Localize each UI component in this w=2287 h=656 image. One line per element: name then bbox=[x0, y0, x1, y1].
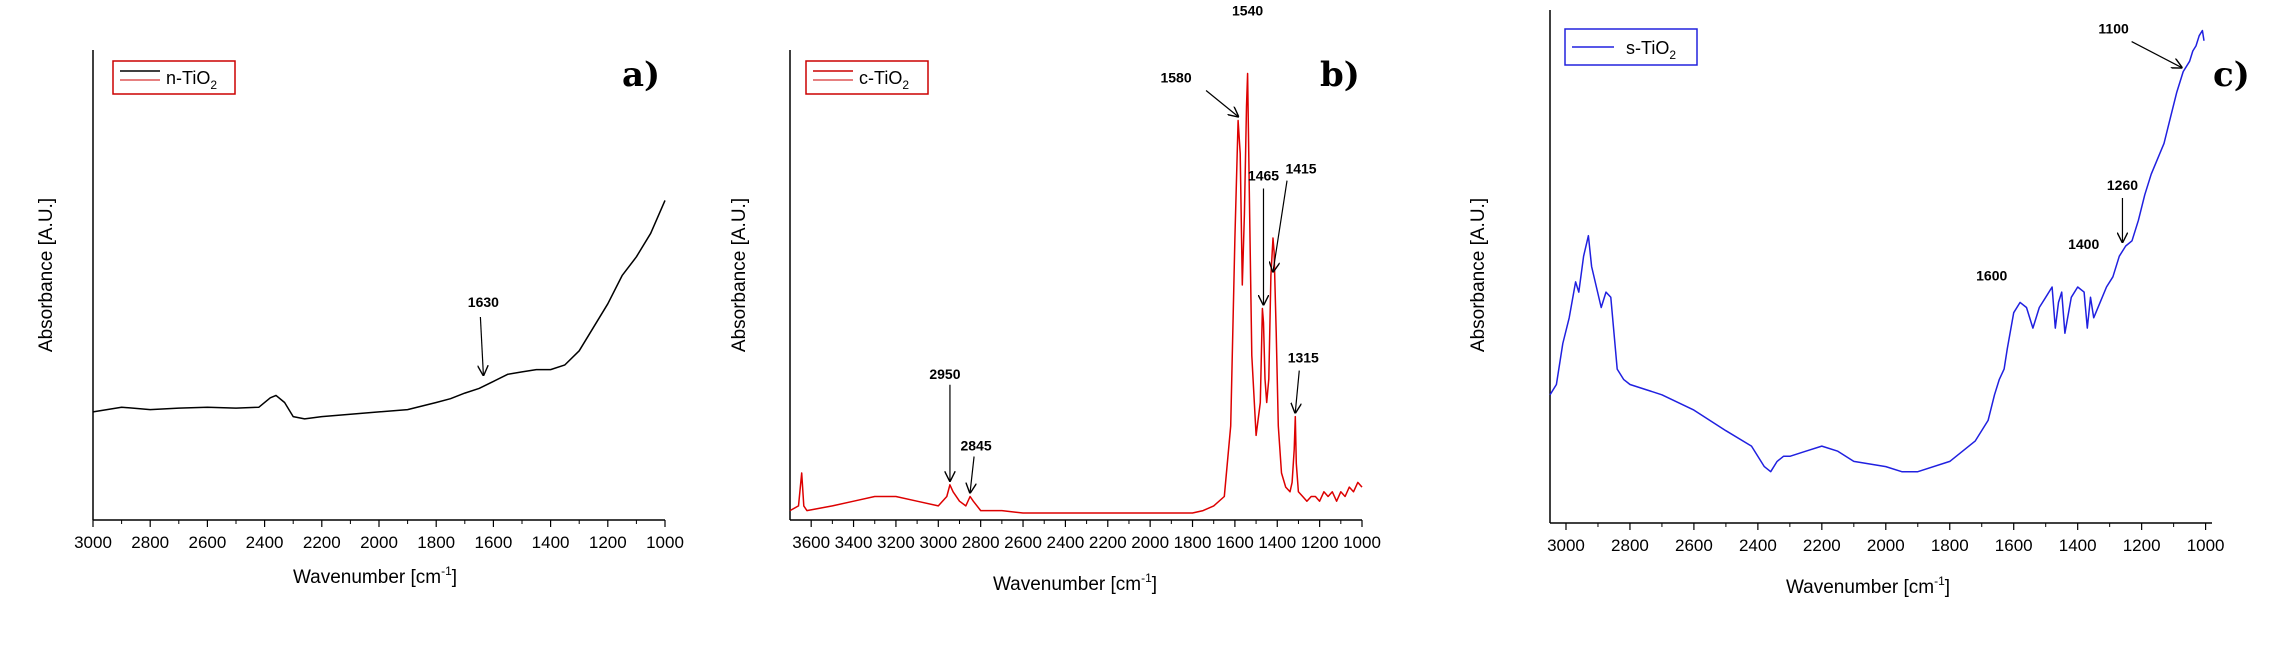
peak-annotation: 1400 bbox=[2068, 236, 2099, 252]
x-tick-label: 2800 bbox=[131, 533, 169, 552]
x-tick-label: 2200 bbox=[1803, 536, 1841, 555]
x-tick-label: 1600 bbox=[474, 533, 512, 552]
legend-label: s-TiO2 bbox=[1626, 38, 1676, 62]
x-tick-label: 3600 bbox=[792, 533, 830, 552]
x-tick-label: 2000 bbox=[1867, 536, 1905, 555]
peak-annotation: 1600 bbox=[1976, 268, 2007, 284]
x-tick-label: 2400 bbox=[1046, 533, 1084, 552]
x-tick-label: 2600 bbox=[1004, 533, 1042, 552]
peak-annotation: 1315 bbox=[1288, 350, 1319, 366]
chart-panel-b: c-TiO2 b) Absorbance [A.U.] Wavenumber [… bbox=[729, 3, 1381, 596]
x-tick-label: 3000 bbox=[919, 533, 957, 552]
peak-annotation: 1465 bbox=[1248, 168, 1279, 184]
x-tick-label: 1000 bbox=[1343, 533, 1381, 552]
chart-panel-a: n-TiO2 a) Absorbance [A.U.] Wavenumber [… bbox=[36, 50, 684, 588]
series-line bbox=[789, 72, 1363, 514]
x-axis-label: Wavenumber [cm-1] bbox=[293, 564, 457, 588]
x-tick-label: 2000 bbox=[360, 533, 398, 552]
x-tick-label: 1800 bbox=[1174, 533, 1212, 552]
x-axis-label: Wavenumber [cm-1] bbox=[1786, 574, 1950, 598]
x-tick-label: 1200 bbox=[1301, 533, 1339, 552]
x-tick-label: 1600 bbox=[1995, 536, 2033, 555]
x-tick-label: 3000 bbox=[74, 533, 112, 552]
x-axis-label: Wavenumber [cm-1] bbox=[993, 571, 1157, 595]
x-tick-label: 3000 bbox=[1547, 536, 1585, 555]
x-tick-label: 2400 bbox=[246, 533, 284, 552]
x-tick-label: 1000 bbox=[2187, 536, 2225, 555]
annotation-arrow bbox=[970, 456, 974, 493]
x-tick-label: 3200 bbox=[877, 533, 915, 552]
annotation-arrow bbox=[1273, 180, 1288, 272]
peak-annotation: 1415 bbox=[1285, 161, 1316, 177]
x-tick-label: 1800 bbox=[417, 533, 455, 552]
peak-annotation: 1580 bbox=[1160, 70, 1191, 86]
x-tick-label: 3400 bbox=[835, 533, 873, 552]
x-tick-label: 1200 bbox=[2123, 536, 2161, 555]
peak-annotation: 1540 bbox=[1232, 3, 1263, 19]
y-axis-label: Absorbance [A.U.] bbox=[36, 198, 57, 352]
x-tick-label: 2200 bbox=[1089, 533, 1127, 552]
x-tick-label: 2600 bbox=[188, 533, 226, 552]
y-axis-label: Absorbance [A.U.] bbox=[729, 198, 750, 352]
legend-box bbox=[112, 60, 236, 95]
x-tick-label: 1000 bbox=[646, 533, 684, 552]
x-tick-label: 2600 bbox=[1675, 536, 1713, 555]
annotation-arrow bbox=[480, 316, 483, 375]
x-tick-label: 2800 bbox=[1611, 536, 1649, 555]
annotation-arrow bbox=[1295, 370, 1299, 413]
peak-annotation: 2950 bbox=[929, 366, 960, 382]
x-tick-label: 1800 bbox=[1931, 536, 1969, 555]
x-tick-label: 1200 bbox=[589, 533, 627, 552]
panel-label: b) bbox=[1320, 55, 1360, 95]
x-tick-label: 2400 bbox=[1739, 536, 1777, 555]
x-tick-label: 1600 bbox=[1216, 533, 1254, 552]
x-tick-label: 2200 bbox=[303, 533, 341, 552]
x-tick-label: 1400 bbox=[1258, 533, 1296, 552]
peak-annotation: 2845 bbox=[960, 438, 991, 454]
series-line bbox=[92, 200, 666, 420]
legend-box bbox=[805, 60, 929, 95]
legend-label: n-TiO2 bbox=[166, 68, 217, 92]
peak-annotation: 1100 bbox=[2098, 21, 2129, 37]
x-tick-label: 2000 bbox=[1131, 533, 1169, 552]
x-tick-label: 1400 bbox=[532, 533, 570, 552]
series-line bbox=[1549, 29, 2205, 473]
annotation-arrow bbox=[1205, 90, 1238, 117]
peak-annotation: 1630 bbox=[468, 294, 499, 310]
panel-label: c) bbox=[2213, 55, 2250, 95]
chart-panel-c: s-TiO2 c) Absorbance [A.U.] Wavenumber [… bbox=[1468, 10, 2250, 598]
legend-label: c-TiO2 bbox=[859, 68, 909, 92]
panel-label: a) bbox=[622, 55, 660, 95]
peak-annotation: 1260 bbox=[2107, 177, 2138, 193]
x-tick-label: 2800 bbox=[962, 533, 1000, 552]
annotation-arrow bbox=[2131, 41, 2182, 68]
y-axis-label: Absorbance [A.U.] bbox=[1468, 198, 1489, 352]
x-tick-label: 1400 bbox=[2059, 536, 2097, 555]
